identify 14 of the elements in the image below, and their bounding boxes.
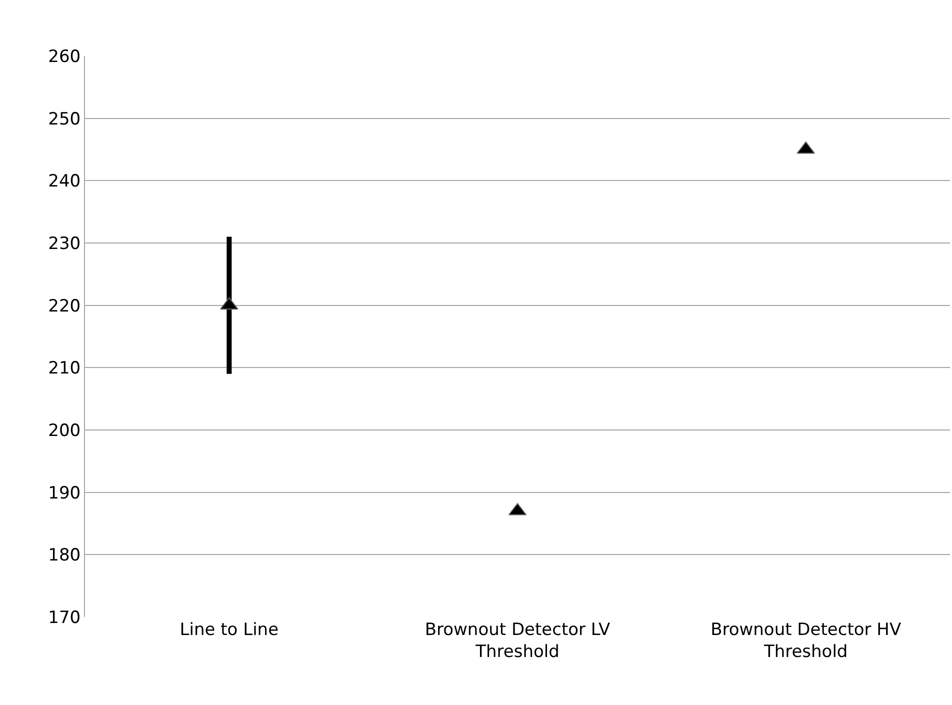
point [220, 297, 238, 310]
y-tick-label: 220 [48, 296, 81, 316]
x-tick-label: Line to Line [180, 620, 279, 640]
y-tick-label: 170 [48, 608, 81, 628]
y-tick-label: 230 [48, 234, 81, 254]
y-tick-label: 200 [48, 420, 81, 441]
y-tick-label: 250 [48, 109, 81, 130]
y-tick-label: 260 [48, 46, 81, 67]
y-tick-label: 240 [48, 172, 81, 192]
x-tick-label: Brownout Detector LV Threshold [424, 620, 611, 662]
y-tick-label: 190 [48, 483, 81, 504]
y-tick-label: 180 [48, 546, 81, 566]
x-tick-label: Brownout Detector HV Threshold [710, 620, 902, 662]
y-tick-label: 210 [48, 358, 81, 379]
